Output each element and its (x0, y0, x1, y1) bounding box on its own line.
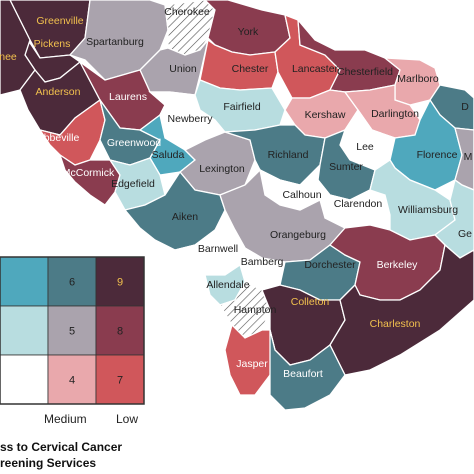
legend-cell-6 (47, 256, 97, 307)
county-label-florence: Florence (417, 149, 458, 161)
county-marlboro (383, 57, 441, 106)
legend-cell-4 (47, 354, 97, 405)
legend-axis-medium: Medium (44, 412, 87, 426)
county-label-colleton: Colleton (291, 296, 330, 308)
county-label-jasper: Jasper (236, 358, 268, 370)
legend-frame (0, 256, 145, 405)
county-label-dillon: D (461, 101, 469, 113)
county-label-williamsburg: Williamsburg (398, 204, 458, 216)
county-label-sumter: Sumter (329, 161, 363, 173)
legend-cell-3 (0, 256, 49, 307)
county-label-laurens: Laurens (109, 91, 147, 103)
county-label-kershaw: Kershaw (305, 109, 346, 121)
legend-title-line1: ss to Cervical Cancer (0, 440, 123, 454)
county-label-oconee: nee (0, 51, 17, 63)
legend-cell-1 (0, 354, 49, 405)
county-label-calhoun: Calhoun (282, 189, 321, 201)
legend-number-9: 9 (117, 277, 123, 289)
county-layer (0, 0, 474, 411)
county-label-layer: Greenville Pickens nee Anderson Spartanburg C… (0, 6, 472, 380)
county-beaufort (269, 329, 346, 411)
county-label-abbeville: Abbeville (37, 132, 80, 144)
county-label-allendale: Allendale (206, 279, 249, 291)
county-label-greenville: Greenville (36, 15, 83, 27)
county-label-pickens: Pickens (34, 38, 71, 50)
county-label-newberry: Newberry (168, 113, 214, 125)
county-label-lexington: Lexington (199, 163, 245, 175)
county-label-berkeley: Berkeley (377, 259, 419, 271)
county-label-dorchester: Dorchester (304, 259, 356, 271)
county-label-darlington: Darlington (371, 108, 419, 120)
county-label-union: Union (169, 63, 197, 75)
county-oconee (0, 0, 36, 96)
legend-number-8: 8 (117, 326, 123, 338)
county-label-chesterfield: Chesterfield (337, 66, 393, 78)
legend-number-5: 5 (69, 326, 75, 338)
county-label-hampton: Hampton (234, 304, 277, 316)
county-label-barnwell: Barnwell (198, 243, 238, 255)
legend-number-4: 4 (69, 375, 75, 387)
legend-cell-8 (95, 305, 145, 356)
legend-cell-5 (47, 305, 97, 356)
county-label-marlboro: Marlboro (397, 73, 439, 85)
county-label-clarendon: Clarendon (334, 198, 383, 210)
county-label-fairfield: Fairfield (223, 101, 261, 113)
county-label-georgetown: Ge (458, 228, 472, 240)
county-label-edgefield: Edgefield (111, 178, 155, 190)
county-label-greenwood: Greenwood (107, 137, 161, 149)
county-label-cherokee: Cherokee (164, 6, 210, 18)
county-label-spartanburg: Spartanburg (86, 36, 144, 48)
county-label-saluda: Saluda (152, 149, 185, 161)
county-label-marion: M (464, 151, 473, 163)
county-label-richland: Richland (268, 149, 309, 161)
county-label-orangeburg: Orangeburg (270, 229, 326, 241)
legend-title-line2: reening Services (0, 456, 97, 470)
legend-cell-2 (0, 305, 49, 356)
county-label-anderson: Anderson (36, 86, 81, 98)
county-label-aiken: Aiken (172, 211, 198, 223)
county-label-bamberg: Bamberg (241, 256, 284, 268)
legend-axis-low: Low (116, 412, 139, 426)
legend-number-7: 7 (117, 375, 123, 387)
legend-number-6: 6 (69, 277, 75, 289)
county-label-beaufort: Beaufort (283, 368, 323, 380)
county-label-lancaster: Lancaster (292, 63, 339, 75)
county-label-lee: Lee (356, 141, 374, 153)
county-label-mccormick: McCormick (62, 167, 115, 179)
bivariate-legend: 6 9 5 8 4 7 (0, 256, 145, 405)
county-label-charleston: Charleston (370, 318, 421, 330)
county-label-chester: Chester (232, 63, 269, 75)
county-label-york: York (238, 26, 259, 38)
